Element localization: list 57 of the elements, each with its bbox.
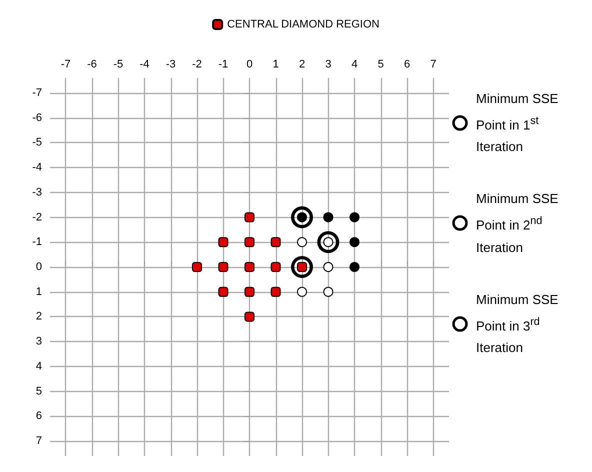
y-tick-label: 0 — [36, 261, 42, 273]
x-tick-label: -4 — [140, 58, 150, 70]
point — [291, 206, 313, 228]
point — [244, 262, 254, 272]
y-tick-label: 3 — [36, 336, 42, 348]
point — [323, 286, 334, 297]
text: Minimum SSE Point in 2$^{nd}$ Iteration — [476, 191, 558, 255]
point — [244, 237, 254, 248]
y-tick-label: -4 — [32, 162, 42, 174]
x-tick-label: -2 — [192, 58, 202, 70]
point — [297, 286, 307, 297]
point — [350, 212, 360, 222]
x-tick-label: -6 — [87, 58, 97, 70]
x-tick-label: 7 — [430, 58, 436, 70]
point — [297, 237, 307, 248]
point — [218, 262, 228, 272]
x-tick-label: 6 — [404, 58, 410, 70]
point — [350, 237, 360, 248]
y-tick-label: 2 — [36, 310, 42, 323]
x-tick-label: -7 — [60, 58, 71, 70]
point — [218, 286, 228, 297]
point — [317, 231, 340, 254]
point — [270, 262, 281, 272]
y-tick-label: -5 — [32, 136, 42, 149]
y-tick-label: 5 — [36, 385, 42, 398]
point — [244, 212, 254, 222]
point — [270, 286, 281, 297]
x-tick-label: -3 — [166, 58, 176, 70]
point — [323, 212, 334, 222]
y-tick-label: 4 — [36, 360, 42, 372]
point — [270, 237, 281, 248]
y-tick-label: 6 — [36, 410, 42, 422]
text: Minimum SSE Point in 3$^{rd}$ Iteration — [476, 292, 558, 355]
legend-label: CENTRAL DIAMOND REGION — [227, 18, 380, 30]
point — [244, 286, 254, 297]
point — [291, 256, 313, 278]
point — [350, 262, 360, 272]
point — [244, 312, 254, 322]
y-tick-label: 1 — [36, 286, 42, 298]
y-tick-label: -2 — [32, 211, 42, 224]
point — [218, 237, 228, 248]
y-tick-label: -7 — [32, 86, 42, 99]
x-tick-label: -1 — [218, 58, 228, 70]
y-tick-label: -6 — [32, 112, 42, 124]
y-tick-label: 7 — [36, 435, 42, 448]
point — [323, 262, 334, 272]
x-tick-label: 0 — [246, 58, 253, 70]
x-tick-label: 1 — [272, 58, 279, 70]
x-tick-label: 3 — [325, 58, 332, 70]
y-tick-label: -1 — [32, 236, 42, 248]
x-tick-label: 2 — [298, 58, 306, 70]
point — [192, 262, 202, 272]
x-tick-label: 5 — [378, 58, 384, 70]
x-tick-label: 4 — [351, 58, 358, 70]
x-tick-label: -5 — [113, 58, 124, 70]
text: Minimum SSE Point in 1$^{st}$ Iteration — [476, 91, 558, 154]
y-tick-label: -3 — [32, 186, 42, 198]
